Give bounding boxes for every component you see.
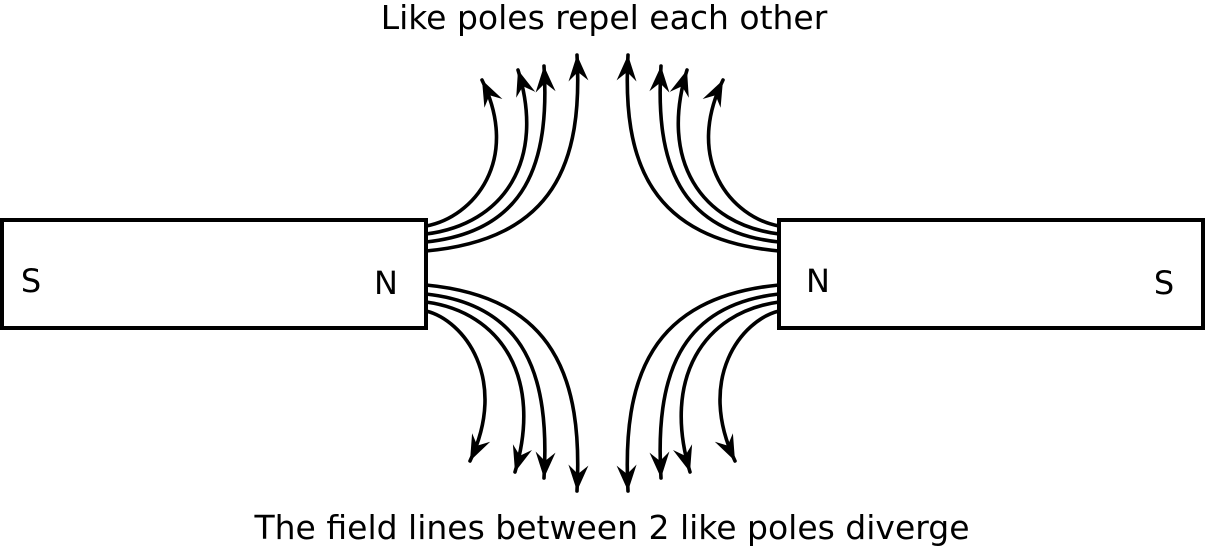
diagram-title: Like poles repel each other bbox=[381, 0, 828, 37]
right-upper-field-line-4 bbox=[627, 55, 779, 251]
right-upper-arrowhead-2 bbox=[670, 70, 689, 98]
left-magnet-body bbox=[2, 220, 426, 328]
right-magnet-north-label: N bbox=[806, 262, 830, 300]
left-lower-field-line-4 bbox=[426, 311, 485, 461]
right-lower-field-line-1 bbox=[627, 285, 779, 491]
left-upper-arrowhead-2 bbox=[516, 70, 535, 98]
left-lower-field-line-1 bbox=[426, 285, 578, 491]
right-magnet-body bbox=[779, 220, 1203, 328]
right-lower-field-line-4 bbox=[720, 311, 779, 461]
right-magnet: N S bbox=[779, 220, 1203, 328]
left-upper-field-line-4 bbox=[426, 55, 578, 251]
field-lines bbox=[426, 55, 779, 491]
right-upper-field-line-2 bbox=[678, 70, 779, 234]
diagram-caption: The field lines between 2 like poles div… bbox=[253, 508, 969, 547]
left-magnet-south-label: S bbox=[21, 262, 41, 300]
left-magnet-north-label: N bbox=[374, 264, 398, 302]
left-upper-field-line-2 bbox=[426, 70, 527, 234]
left-magnet: S N bbox=[2, 220, 426, 328]
right-magnet-south-label: S bbox=[1154, 264, 1174, 302]
